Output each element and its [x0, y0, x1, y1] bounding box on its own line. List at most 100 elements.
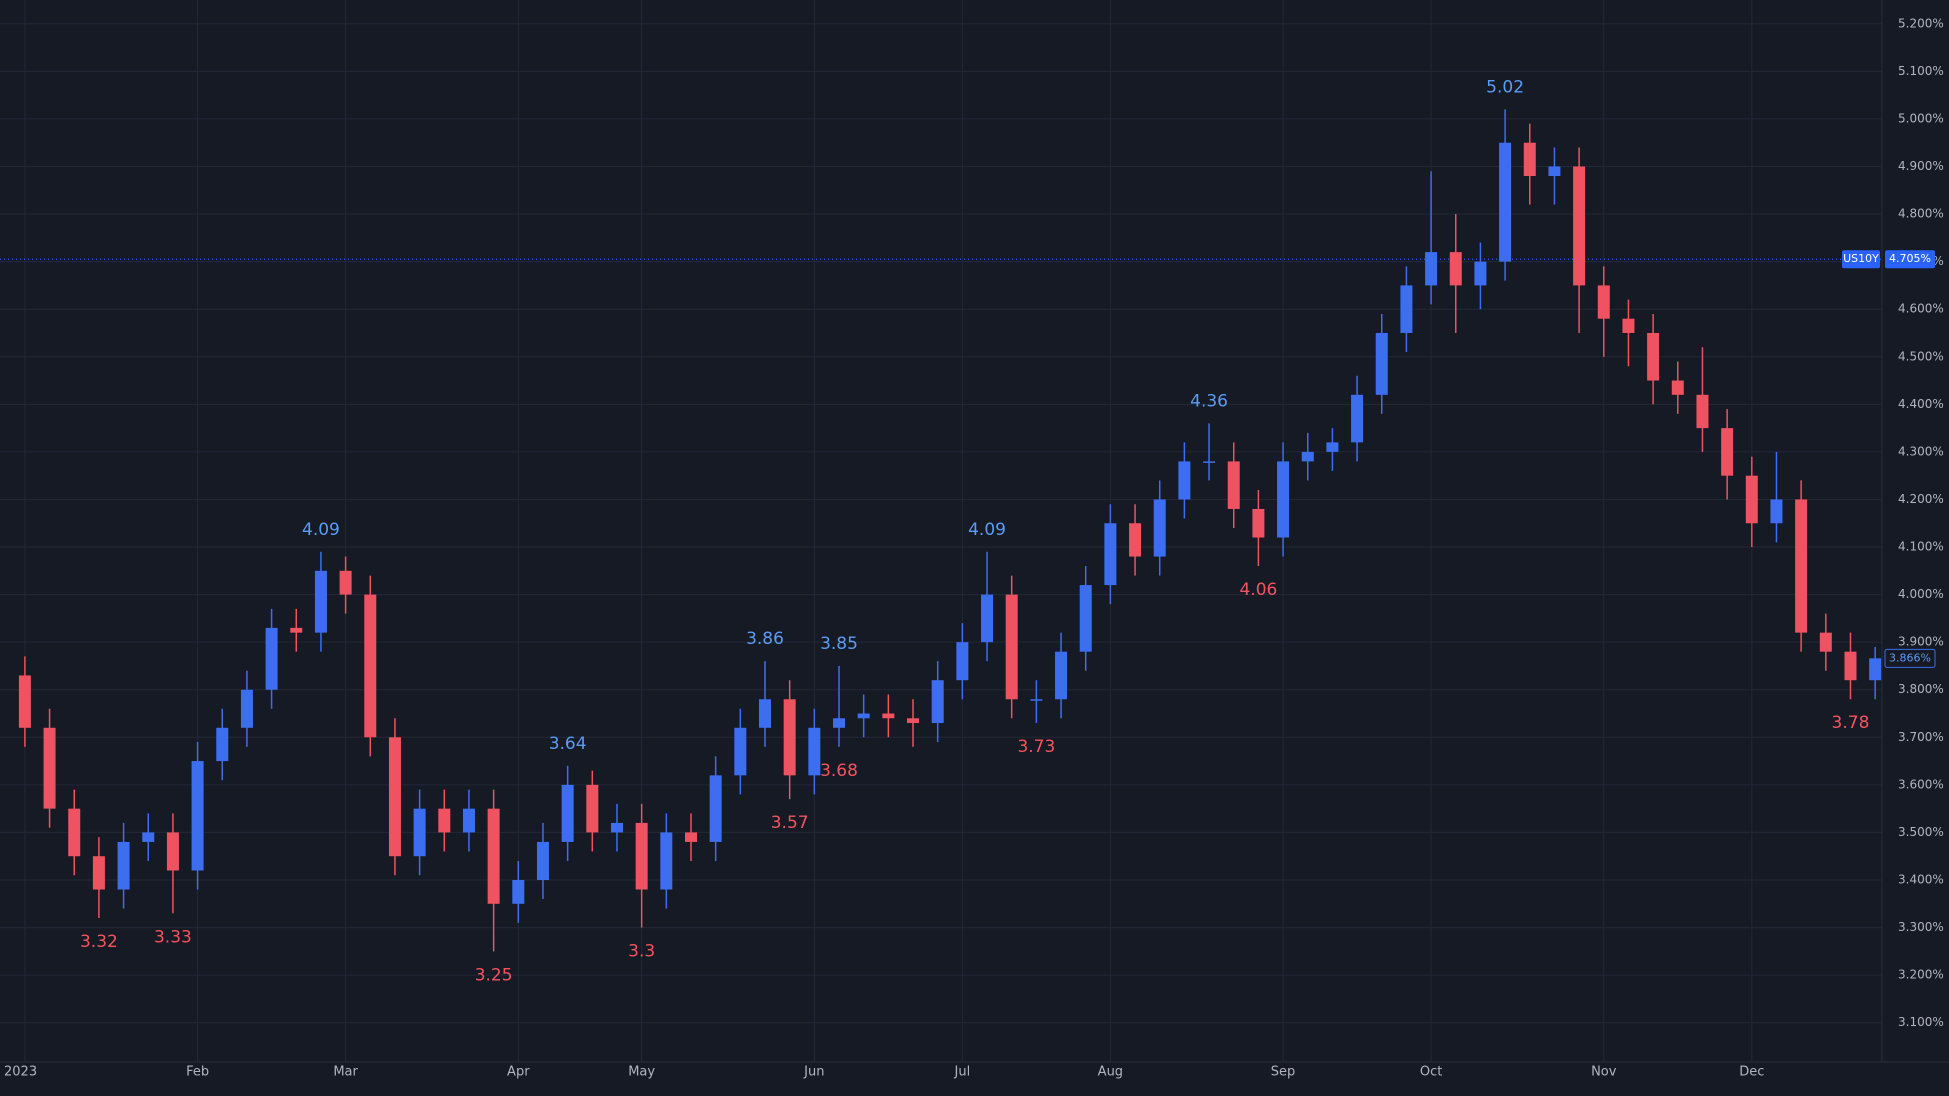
candle-body	[1671, 380, 1684, 395]
x-tick-label: Sep	[1271, 1065, 1296, 1080]
y-tick-label: 3.500%	[1898, 825, 1944, 839]
candle-body	[1647, 332, 1660, 381]
candle-body	[1030, 699, 1043, 701]
candle-body	[1178, 461, 1191, 500]
x-tick-label: Jul	[954, 1065, 971, 1080]
y-tick-label: 3.600%	[1898, 777, 1944, 791]
y-tick-label: 4.800%	[1898, 207, 1944, 221]
last-price-label: 3.866%	[1889, 651, 1931, 664]
y-tick-label: 3.100%	[1898, 1015, 1944, 1029]
candle-body	[709, 775, 722, 842]
y-tick-label: 3.200%	[1898, 968, 1944, 982]
y-tick-label: 5.100%	[1898, 64, 1944, 78]
high-label: 4.36	[1190, 391, 1228, 411]
y-tick-label: 3.700%	[1898, 730, 1944, 744]
candle-body	[1721, 428, 1734, 476]
y-tick-label: 4.300%	[1898, 444, 1944, 458]
candle-body	[142, 832, 155, 842]
high-label: 3.85	[820, 634, 858, 654]
candle-body	[1104, 523, 1117, 586]
candle-body	[586, 784, 599, 833]
candle-body	[833, 718, 846, 728]
candle-body	[1795, 499, 1808, 633]
candle-body	[981, 594, 994, 643]
candle-body	[561, 784, 574, 842]
low-label: 3.73	[1017, 737, 1055, 757]
candle-body	[783, 699, 796, 776]
candle-body	[660, 832, 673, 890]
x-tick-label: Feb	[186, 1065, 209, 1080]
x-tick-label: Jun	[803, 1065, 824, 1080]
price-line-label: 4.705%	[1889, 252, 1931, 265]
y-tick-label: 3.400%	[1898, 873, 1944, 887]
candle-body	[759, 699, 771, 728]
candle-body	[1844, 651, 1857, 681]
candle-body	[1153, 499, 1166, 557]
x-tick-label: Apr	[507, 1065, 530, 1080]
candle-body	[413, 808, 426, 857]
candle-body	[487, 808, 500, 904]
candle-body	[1499, 142, 1512, 262]
candle-body	[536, 841, 549, 880]
candle-body	[635, 822, 648, 890]
candle-body	[1005, 594, 1018, 700]
candle-body	[1277, 461, 1290, 538]
candle-body	[1573, 166, 1586, 286]
candle-body	[1301, 451, 1314, 462]
candle-body	[438, 808, 451, 833]
y-tick-label: 4.200%	[1898, 492, 1944, 506]
candle-body	[1745, 475, 1758, 524]
candle-body	[43, 727, 56, 809]
symbol-label: US10Y	[1843, 252, 1879, 265]
candle-body	[1548, 166, 1561, 176]
candle-body	[1819, 632, 1832, 652]
candle-body	[882, 713, 895, 719]
candle-body	[117, 841, 130, 890]
candle-body	[290, 627, 303, 633]
low-label: 3.68	[820, 761, 858, 781]
candle-body	[1375, 332, 1388, 395]
candle-body	[907, 718, 920, 724]
x-tick-label: Nov	[1591, 1065, 1617, 1080]
x-tick-label: 2023	[4, 1065, 37, 1080]
candle-body	[956, 642, 969, 681]
low-label: 3.33	[154, 927, 192, 947]
y-tick-label: 4.500%	[1898, 349, 1944, 363]
candle-body	[1597, 285, 1610, 319]
candle-body	[808, 727, 821, 776]
grid	[0, 0, 1882, 1062]
low-label: 3.25	[475, 965, 513, 985]
candle-body	[1696, 394, 1709, 429]
high-label: 4.09	[968, 520, 1006, 540]
y-tick-label: 4.900%	[1898, 159, 1944, 173]
candle-body	[1129, 523, 1142, 557]
candle-body	[1770, 499, 1783, 524]
high-label: 4.09	[302, 520, 340, 540]
candle-body	[388, 737, 401, 857]
candle-body	[1400, 285, 1413, 333]
candle-body	[92, 856, 105, 890]
candle-body	[18, 675, 31, 728]
candle-body	[462, 808, 475, 833]
y-tick-label: 4.100%	[1898, 540, 1944, 554]
candle-body	[1425, 252, 1438, 286]
y-tick-label: 5.200%	[1898, 16, 1944, 30]
candle-body	[1622, 318, 1635, 333]
last-price-box	[1884, 648, 1936, 668]
candle-body	[314, 570, 327, 633]
candle-body	[339, 570, 352, 595]
candle-body	[734, 727, 747, 776]
candle-body	[512, 880, 525, 904]
candle-body	[1203, 461, 1216, 463]
candle-body	[684, 832, 697, 842]
price-line-box	[1885, 250, 1935, 269]
x-tick-label: May	[628, 1065, 655, 1080]
high-label: 3.64	[549, 734, 587, 754]
symbol-box	[1842, 250, 1880, 269]
candle-body	[364, 594, 377, 738]
candle-body	[1055, 651, 1068, 700]
candle-body	[610, 822, 623, 833]
low-label: 3.78	[1832, 713, 1870, 733]
candle-body	[1523, 142, 1536, 176]
candle-body	[216, 727, 229, 762]
